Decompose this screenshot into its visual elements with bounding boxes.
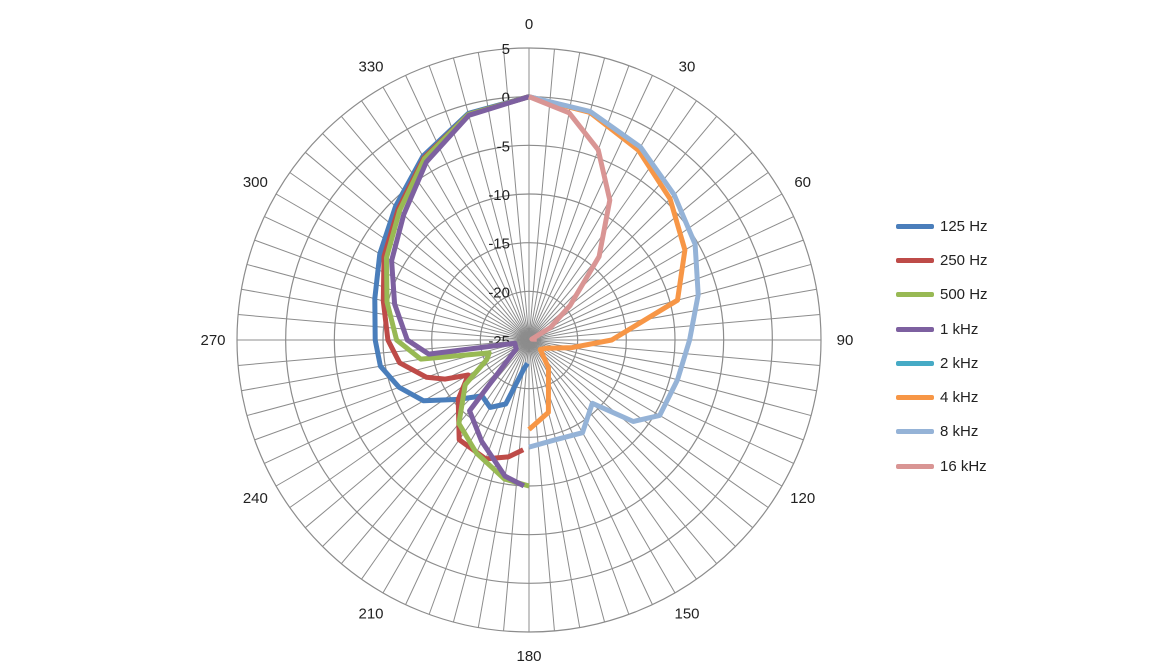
- legend-label: 4 kHz: [940, 389, 979, 407]
- angle-tick-label: 0: [525, 16, 533, 33]
- series-line-500-hz: [384, 94, 530, 489]
- legend-swatch: [896, 292, 934, 298]
- legend-item: 8 kHz: [896, 415, 1036, 449]
- legend-swatch: [896, 463, 934, 469]
- radial-gridline: [431, 242, 627, 438]
- series-group: [372, 94, 701, 489]
- legend-label: 16 kHz: [940, 457, 987, 475]
- legend-item: 16 kHz: [896, 449, 1036, 483]
- angle-tick-label: 120: [790, 490, 815, 507]
- radial-gridline: [285, 96, 773, 584]
- legend-swatch: [896, 360, 934, 366]
- series-line-16-khz: [528, 94, 613, 342]
- radial-tick-label: 5: [502, 41, 510, 58]
- legend-label: 8 kHz: [940, 423, 979, 441]
- radial-tick-label: -10: [488, 187, 510, 204]
- legend-swatch: [896, 326, 934, 332]
- legend-label: 250 Hz: [940, 251, 988, 269]
- legend-item: 500 Hz: [896, 278, 1036, 312]
- legend-item: 4 kHz: [896, 380, 1036, 414]
- angle-tick-label: 210: [358, 606, 383, 623]
- legend-swatch: [896, 223, 934, 229]
- series-line-125-hz: [372, 94, 530, 410]
- legend-item: 250 Hz: [896, 243, 1036, 277]
- series-line-8-khz: [528, 94, 701, 450]
- radial-tick-label: 0: [502, 90, 510, 107]
- series-line-1-khz: [389, 94, 530, 489]
- legend-label: 500 Hz: [940, 286, 988, 304]
- radial-gridline: [333, 144, 725, 536]
- angle-tick-label: 270: [200, 332, 225, 349]
- angle-tick-label: 300: [243, 174, 268, 191]
- radial-gridline: [236, 47, 822, 633]
- legend-swatch: [896, 429, 934, 435]
- series-line-4-khz: [527, 94, 688, 432]
- angle-tick-label: 330: [358, 58, 383, 75]
- angle-tick-label: 90: [837, 332, 854, 349]
- legend-label: 2 kHz: [940, 354, 979, 372]
- legend-item: 1 kHz: [896, 312, 1036, 346]
- radial-tick-label: -15: [488, 236, 510, 253]
- angle-tick-label: 60: [794, 174, 811, 191]
- legend-label: 1 kHz: [940, 320, 979, 338]
- legend-swatch: [896, 395, 934, 401]
- angle-tick-label: 180: [516, 648, 541, 665]
- radial-tick-label: -5: [497, 138, 510, 155]
- polar-grid: [236, 47, 822, 633]
- angle-tick-label: 30: [679, 58, 696, 75]
- radial-gridline: [479, 290, 579, 390]
- legend-label: 125 Hz: [940, 217, 988, 235]
- chart-legend: 125 Hz 250 Hz 500 Hz 1 kHz 2 kHz 4 kHz 8 kHz 16…: [896, 209, 1036, 483]
- radial-tick-label: -20: [488, 284, 510, 301]
- angle-tick-label: 240: [243, 490, 268, 507]
- legend-item: 125 Hz: [896, 209, 1036, 243]
- legend-item: 2 kHz: [896, 346, 1036, 380]
- angle-tick-label: 150: [674, 606, 699, 623]
- legend-swatch: [896, 257, 934, 263]
